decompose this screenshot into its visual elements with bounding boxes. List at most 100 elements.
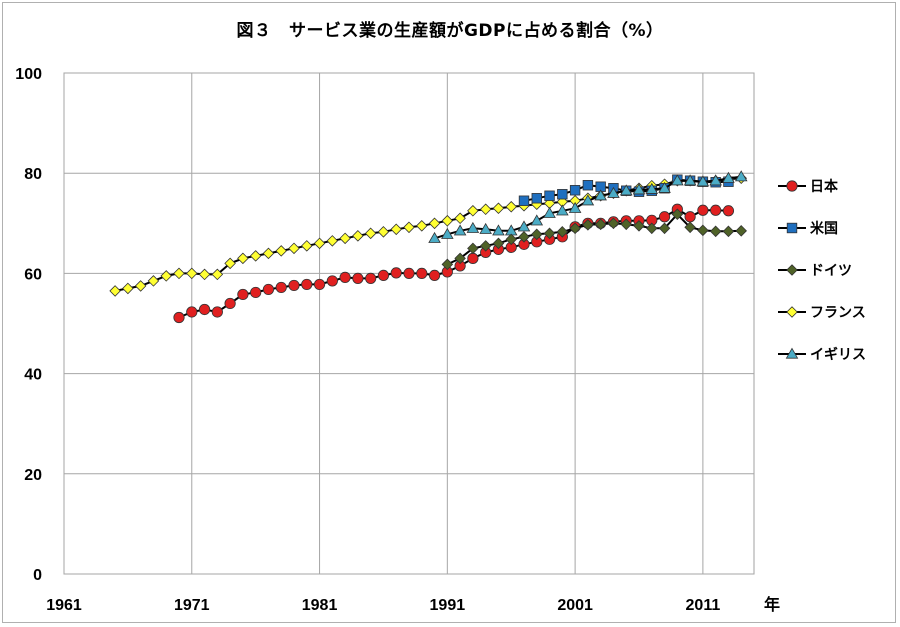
data-point — [683, 174, 697, 186]
data-point — [122, 282, 134, 295]
data-point — [467, 252, 479, 264]
x-tick-label: 1971 — [174, 597, 210, 614]
data-point — [441, 227, 454, 239]
x-tick-label: 1961 — [46, 597, 82, 614]
data-point — [531, 228, 543, 241]
legend-label: イギリス — [810, 346, 866, 363]
data-point — [543, 206, 556, 218]
data-point — [454, 212, 466, 225]
data-point — [632, 183, 646, 195]
data-point — [518, 231, 530, 243]
data-point — [709, 174, 722, 186]
series-4 — [428, 170, 748, 243]
data-point — [710, 204, 722, 216]
data-point — [479, 203, 492, 216]
data-point — [581, 194, 595, 206]
data-point — [313, 278, 326, 291]
data-point — [569, 185, 581, 196]
data-point — [658, 211, 671, 223]
data-point — [633, 220, 645, 232]
data-point — [301, 240, 313, 252]
data-point — [531, 193, 542, 204]
data-point — [517, 220, 531, 232]
plot-area — [63, 72, 755, 575]
data-point — [557, 189, 568, 200]
data-point — [275, 281, 287, 294]
data-point — [543, 227, 556, 240]
y-tick-label: 0 — [33, 567, 42, 584]
data-point — [467, 242, 479, 255]
data-point — [275, 245, 287, 257]
data-point — [697, 224, 709, 237]
data-point — [211, 268, 224, 281]
legend-item: 米国 — [778, 220, 838, 237]
data-point — [684, 221, 696, 234]
legend-marker — [785, 347, 799, 359]
legend-marker — [786, 222, 798, 234]
data-point — [160, 270, 172, 282]
data-point — [224, 297, 236, 310]
data-point — [109, 285, 121, 297]
data-point — [569, 222, 581, 235]
data-point — [722, 225, 735, 238]
legend-marker — [786, 180, 798, 192]
legend-marker — [786, 306, 798, 318]
data-point — [684, 211, 696, 223]
data-point — [709, 225, 722, 238]
data-point — [518, 195, 530, 206]
data-point — [416, 220, 428, 232]
data-point — [671, 174, 684, 186]
y-tick-label: 40 — [24, 367, 42, 384]
data-point — [237, 252, 249, 265]
data-point — [249, 250, 262, 262]
legend-item: ドイツ — [778, 263, 852, 279]
data-point — [134, 280, 147, 292]
legend-label: 日本 — [810, 178, 839, 195]
x-tick-label: 1991 — [430, 597, 466, 614]
data-point — [722, 205, 735, 217]
data-point — [492, 237, 505, 250]
data-point — [173, 311, 185, 324]
data-point — [262, 283, 275, 296]
data-point — [211, 306, 223, 318]
data-point — [403, 267, 415, 279]
data-point — [186, 306, 198, 318]
data-point — [556, 204, 569, 216]
legend-label: 米国 — [810, 220, 838, 237]
data-point — [186, 267, 198, 280]
data-point — [403, 221, 415, 234]
data-point — [466, 221, 480, 233]
legend-label: フランス — [810, 305, 866, 321]
data-point — [722, 171, 735, 183]
data-point — [339, 271, 351, 284]
data-point — [326, 235, 339, 247]
data-point — [237, 288, 249, 301]
data-point — [658, 181, 671, 193]
data-point — [619, 184, 633, 196]
data-point — [377, 269, 390, 282]
data-point — [734, 170, 748, 182]
data-point — [696, 175, 710, 187]
data-point — [607, 217, 620, 230]
data-point — [568, 201, 582, 213]
data-point — [454, 252, 466, 265]
data-point — [339, 232, 351, 245]
chart-title: 図３ サービス業の生産額がGDPに占める割合（%） — [236, 21, 664, 41]
legend-item: 日本 — [778, 178, 839, 195]
data-point — [556, 226, 569, 238]
data-point — [530, 214, 544, 226]
x-axis-ticks: 1961 1971 1981 1991 2001 2011 — [46, 597, 720, 614]
series-0 — [173, 203, 735, 324]
data-point — [288, 279, 300, 292]
data-point — [428, 217, 441, 230]
data-point — [544, 190, 555, 201]
data-point — [377, 226, 390, 238]
legend-item: イギリス — [778, 346, 866, 363]
y-tick-label: 20 — [24, 467, 42, 484]
data-point — [198, 268, 211, 281]
data-point — [492, 224, 505, 236]
data-point — [441, 258, 454, 271]
data-point — [288, 242, 300, 255]
data-point — [198, 303, 211, 316]
